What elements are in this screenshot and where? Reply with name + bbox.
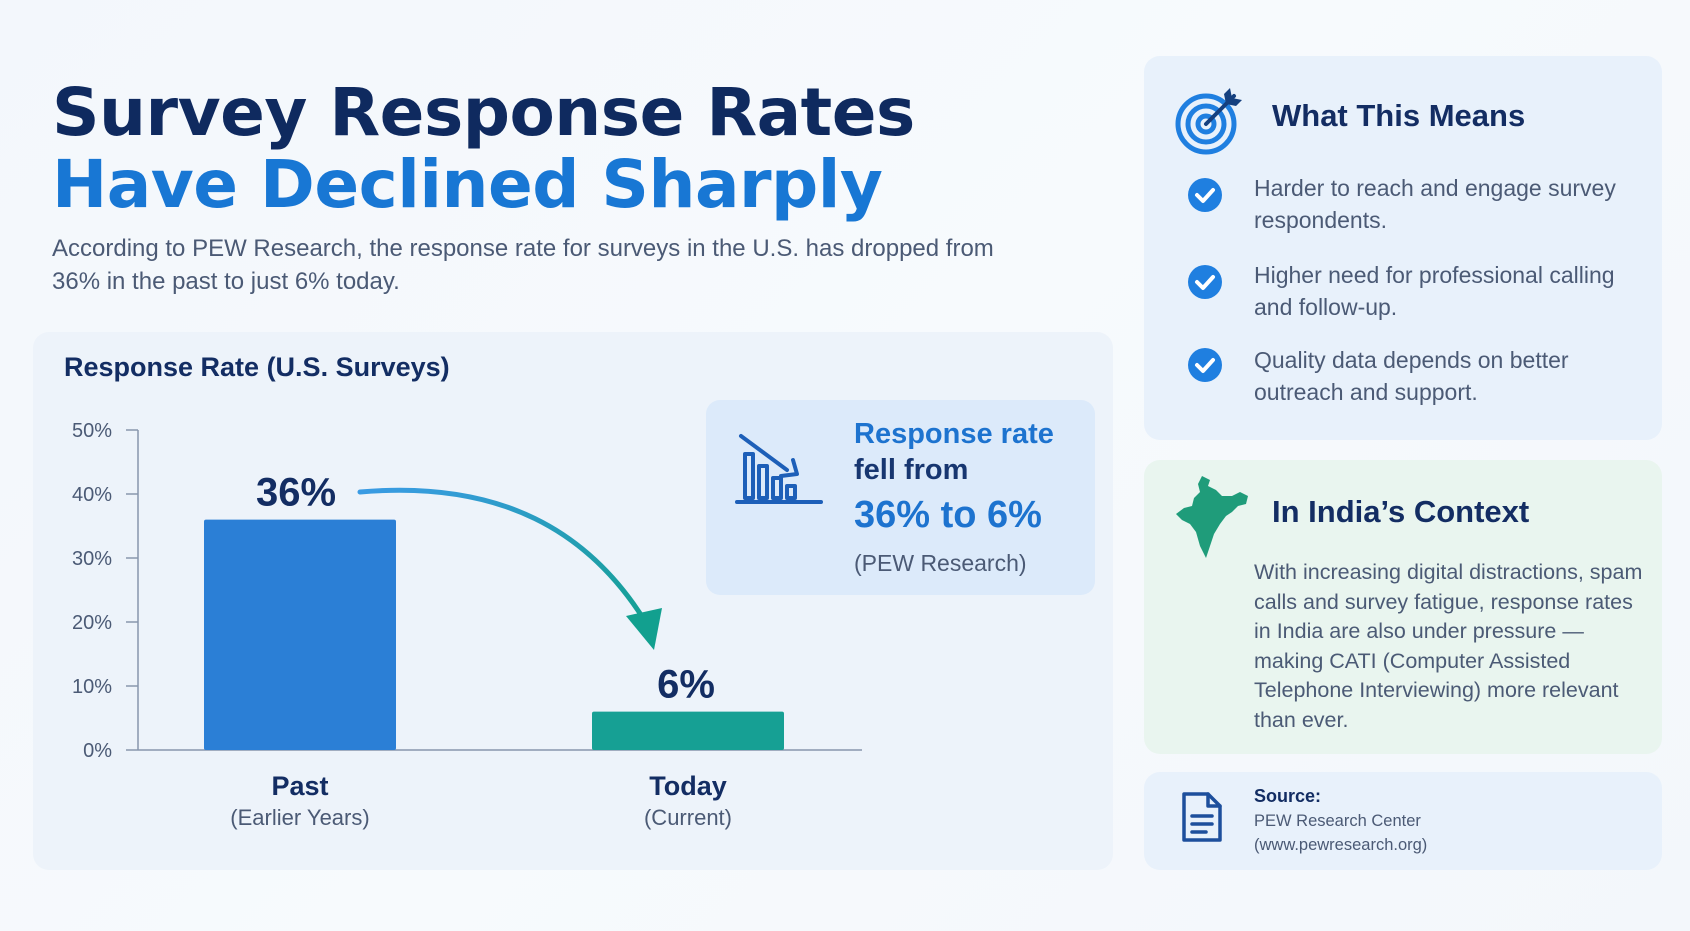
page-title-line2: Have Declined Sharply — [52, 146, 883, 223]
means-item-2: Higher need for professional calling and… — [1254, 262, 1615, 320]
what-this-means-card — [1144, 56, 1662, 440]
means-item-3: Quality data depends on better outreach … — [1254, 347, 1569, 405]
india-map-icon — [1176, 476, 1248, 558]
y-tick-label: 10% — [72, 676, 112, 698]
y-tick-label: 20% — [72, 612, 112, 634]
category-sublabel: (Current) — [644, 805, 732, 830]
y-tick-label: 0% — [83, 740, 112, 762]
callout-line3: 36% to 6% — [854, 494, 1042, 536]
what-this-means-title: What This Means — [1272, 98, 1526, 133]
y-tick-label: 40% — [72, 484, 112, 506]
page-title-line1: Survey Response Rates — [52, 74, 915, 151]
data-label: 6% — [657, 663, 715, 707]
category-sublabel: (Earlier Years) — [230, 805, 369, 830]
source-line1: PEW Research Center — [1254, 812, 1421, 830]
source-label: Source: — [1254, 786, 1322, 806]
decline-arrow — [357, 487, 651, 629]
declining-chart-icon — [735, 434, 823, 504]
check-icon — [1188, 265, 1222, 299]
callout-line1: Response rate — [854, 418, 1054, 450]
y-tick-label: 30% — [72, 548, 112, 570]
check-icon — [1188, 348, 1222, 382]
source-card — [1144, 772, 1662, 870]
callout-card — [706, 400, 1095, 595]
source-line2: (www.pewresearch.org) — [1254, 836, 1428, 854]
y-tick-label: 50% — [72, 420, 112, 442]
document-icon — [1182, 792, 1222, 842]
data-label: 36% — [256, 471, 336, 515]
callout-line4: (PEW Research) — [854, 550, 1027, 576]
india-context-title: In India’s Context — [1272, 494, 1530, 529]
page-subtitle: According to PEW Research, the response … — [52, 235, 994, 295]
callout-line2: fell from — [854, 454, 969, 486]
means-item-1: Harder to reach and engage survey respon… — [1254, 175, 1616, 233]
target-icon — [1175, 88, 1242, 155]
bar-past — [204, 519, 396, 750]
chart-title: Response Rate (U.S. Surveys) — [64, 352, 450, 382]
category-label: Past — [271, 771, 328, 801]
category-label: Today — [649, 771, 727, 801]
bar-today — [592, 711, 784, 750]
check-icon — [1188, 178, 1222, 212]
decline-arrow-head — [626, 608, 662, 650]
india-context-text: With increasing digital distractions, sp… — [1254, 560, 1643, 732]
